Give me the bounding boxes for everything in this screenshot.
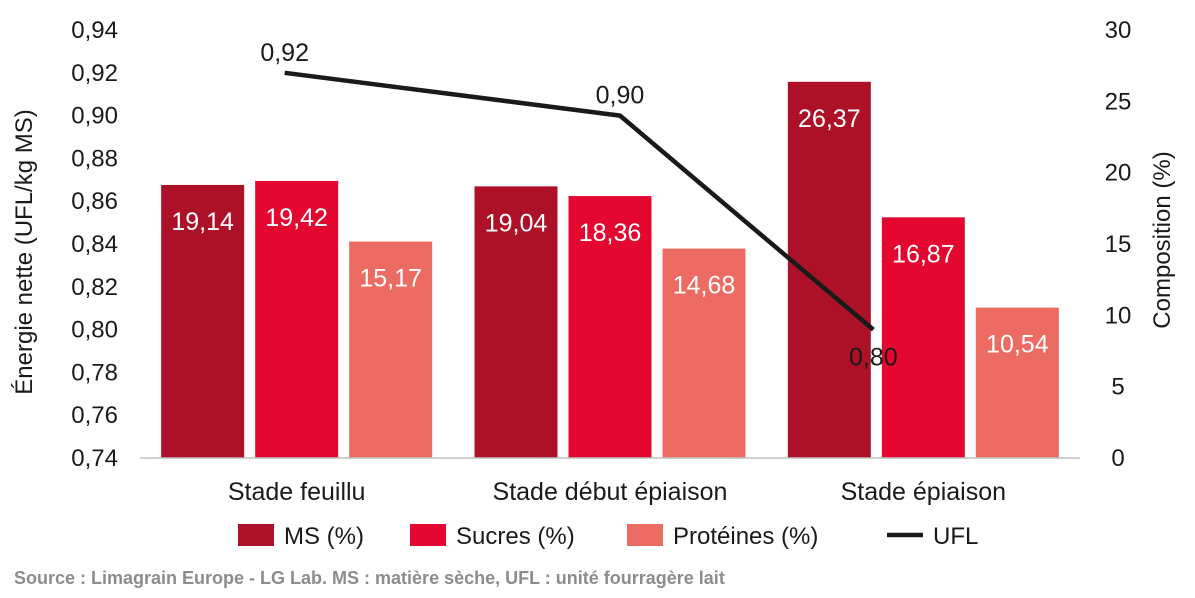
source-note: Source : Limagrain Europe - LG Lab. MS :… <box>14 568 725 588</box>
bar <box>662 248 746 458</box>
legend-label: Protéines (%) <box>673 523 818 550</box>
bar <box>255 180 339 458</box>
bar-data-label: 16,87 <box>892 240 955 268</box>
y-left-tick-label: 0,74 <box>71 445 118 472</box>
y-left-tick-label: 0,80 <box>71 317 118 344</box>
ufl-data-label: 0,92 <box>260 39 309 67</box>
x-category-label: Stade feuillu <box>228 478 366 506</box>
legend-label: Sucres (%) <box>456 523 575 550</box>
y-left-tick-label: 0,86 <box>71 188 118 215</box>
bar <box>881 217 965 458</box>
legend: MS (%) Sucres (%) Protéines (%) UFL <box>238 523 978 550</box>
ufl-data-label: 0,90 <box>596 82 645 110</box>
ufl-line <box>284 70 875 332</box>
y-right-tick-label: 10 <box>1105 302 1132 329</box>
legend-swatch <box>238 524 274 546</box>
y-right-tick-label: 20 <box>1105 160 1132 187</box>
y-left-tick-label: 0,82 <box>71 274 118 301</box>
left-axis-ticks: 0,74 0,76 0,78 0,80 0,82 0,84 0,86 0,88 0,90 0,92… <box>71 17 118 472</box>
legend-label: MS (%) <box>284 523 364 550</box>
bar <box>349 241 433 458</box>
y-right-tick-label: 30 <box>1105 17 1132 44</box>
bar <box>975 307 1059 458</box>
ufl-data-label: 0,80 <box>849 344 898 372</box>
y-right-tick-label: 5 <box>1111 374 1124 401</box>
bar <box>474 186 558 458</box>
bar-data-label: 19,14 <box>171 208 234 236</box>
y-left-tick-label: 0,94 <box>71 17 118 44</box>
right-axis-ticks: 0 5 10 15 20 25 30 <box>1105 17 1132 472</box>
bars: 19,14 19,42 15,17 19,04 18,36 14,68 26,37 16,87… <box>161 81 1059 459</box>
y-axis-right-title: Composition (%) <box>1149 151 1176 328</box>
bar-data-label: 10,54 <box>986 331 1049 359</box>
y-right-tick-label: 25 <box>1105 88 1132 115</box>
y-right-tick-label: 15 <box>1105 231 1132 258</box>
legend-label: UFL <box>933 523 978 550</box>
bar <box>568 196 652 458</box>
bar-data-label: 26,37 <box>798 105 861 133</box>
y-left-tick-label: 0,76 <box>71 402 118 429</box>
x-category-label: Stade début épiaison <box>493 478 728 506</box>
bar-data-label: 19,04 <box>485 209 548 237</box>
y-left-tick-label: 0,78 <box>71 359 118 386</box>
y-left-tick-label: 0,84 <box>71 231 118 258</box>
bar <box>161 184 245 458</box>
bar-data-label: 18,36 <box>579 219 642 247</box>
chart: 0,740,760,780,800,820,840,860,880,900,92… <box>11 17 1176 550</box>
bar-data-label: 14,68 <box>673 272 736 300</box>
bar-data-label: 19,42 <box>265 204 328 232</box>
category-labels: Stade feuillu Stade début épiaison Stade é… <box>228 478 1006 506</box>
y-left-tick-label: 0,88 <box>71 145 118 172</box>
x-category-label: Stade épiaison <box>841 478 1006 506</box>
y-right-tick-label: 0 <box>1111 445 1124 472</box>
ufl-line-layer: 0,92 0,90 0,80 <box>260 39 897 372</box>
legend-swatch <box>410 524 446 546</box>
legend-swatch <box>627 524 663 546</box>
y-left-tick-label: 0,92 <box>71 60 118 87</box>
bar-data-label: 15,17 <box>359 265 422 293</box>
y-left-tick-label: 0,90 <box>71 103 118 130</box>
y-axis-left-title: Énergie nette (UFL/kg MS) <box>11 109 38 394</box>
